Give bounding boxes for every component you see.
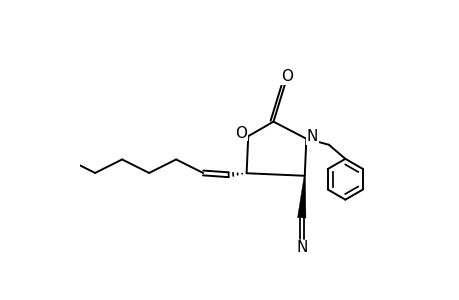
Text: O: O [280,69,292,84]
Text: N: N [306,129,317,144]
Text: O: O [234,126,246,141]
Text: N: N [296,240,307,255]
Polygon shape [297,176,305,218]
